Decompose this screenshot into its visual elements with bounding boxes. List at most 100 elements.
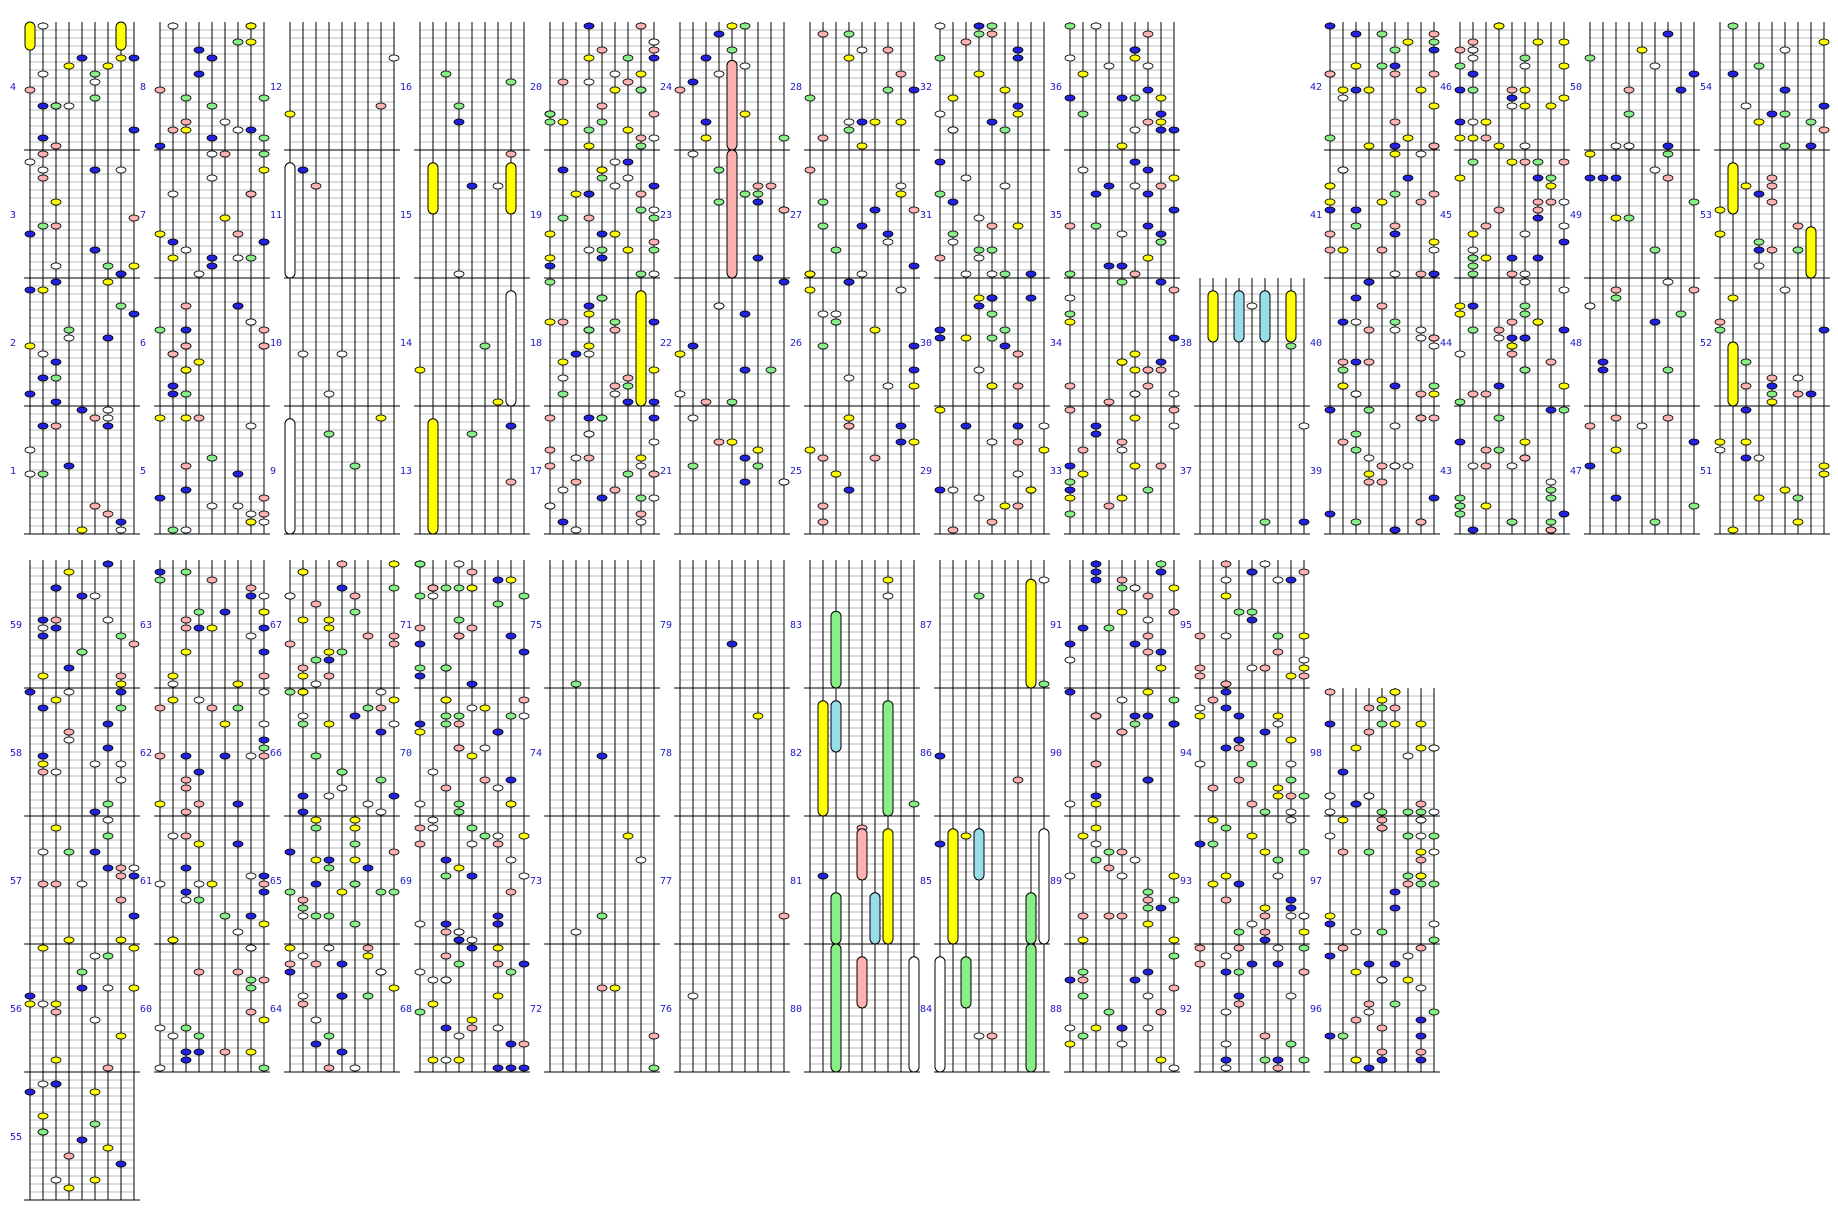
measure-number: 20 [530,82,542,93]
note [999,326,1011,334]
note [1324,182,1336,190]
note [1142,86,1154,94]
note [1142,166,1154,174]
note [1558,198,1570,206]
measure-number: 78 [660,748,672,759]
note [1363,406,1375,414]
note [1259,518,1271,526]
measure-number: 65 [270,876,282,887]
note [258,150,270,158]
note [1168,608,1180,616]
note [947,126,959,134]
note [1324,952,1336,960]
note [1233,944,1245,952]
note [102,406,114,414]
note [908,382,920,390]
note [492,600,504,608]
note [648,110,660,118]
note [1519,438,1531,446]
note [1194,840,1206,848]
note [245,632,257,640]
note [453,864,465,872]
note [1116,1040,1128,1048]
note [1402,832,1414,840]
note [908,86,920,94]
note [1610,294,1622,302]
note [1532,214,1544,222]
hold-note [817,700,829,817]
note [89,760,101,768]
note [973,30,985,38]
note [583,142,595,150]
note [154,1024,166,1032]
note [1233,880,1245,888]
note [648,214,660,222]
note [1077,968,1089,976]
note [1077,470,1089,478]
note [1246,608,1258,616]
note [1415,880,1427,888]
measure-number: 77 [660,876,672,887]
note [908,206,920,214]
note [596,102,608,110]
note [1506,342,1518,350]
note [1103,848,1115,856]
note [752,712,764,720]
note [466,568,478,576]
note [1363,86,1375,94]
note [1597,174,1609,182]
note [1220,632,1232,640]
note [180,366,192,374]
note [1636,422,1648,430]
hold-note [726,59,738,151]
note [63,688,75,696]
note [1129,640,1141,648]
measure-number: 54 [1700,82,1712,93]
measure-number: 30 [920,338,932,349]
note [609,70,621,78]
note [76,526,88,534]
note [89,592,101,600]
note [778,912,790,920]
note [1259,928,1271,936]
note [1246,960,1258,968]
note [1129,126,1141,134]
note [1233,712,1245,720]
note [362,704,374,712]
note [1259,904,1271,912]
note [50,616,62,624]
note [24,470,36,478]
hold-note [856,828,868,881]
note [882,382,894,390]
note [1402,752,1414,760]
note [349,816,361,824]
note [1662,30,1674,38]
note [1545,486,1557,494]
hold-note [830,943,842,1073]
note [167,238,179,246]
note [1298,422,1310,430]
note [24,390,36,398]
note [258,872,270,880]
note [1584,302,1596,310]
note [505,576,517,584]
note [50,1008,62,1016]
note [115,776,127,784]
hold-note [1025,578,1037,689]
note [648,54,660,62]
note [1129,390,1141,398]
note [1064,54,1076,62]
note [1467,270,1479,278]
note [1532,174,1544,182]
note [869,326,881,334]
note [986,30,998,38]
note [973,254,985,262]
note [37,880,49,888]
note [973,214,985,222]
note [1116,912,1128,920]
note [1467,302,1479,310]
note [583,326,595,334]
note [102,720,114,728]
note [1493,446,1505,454]
note [505,712,517,720]
